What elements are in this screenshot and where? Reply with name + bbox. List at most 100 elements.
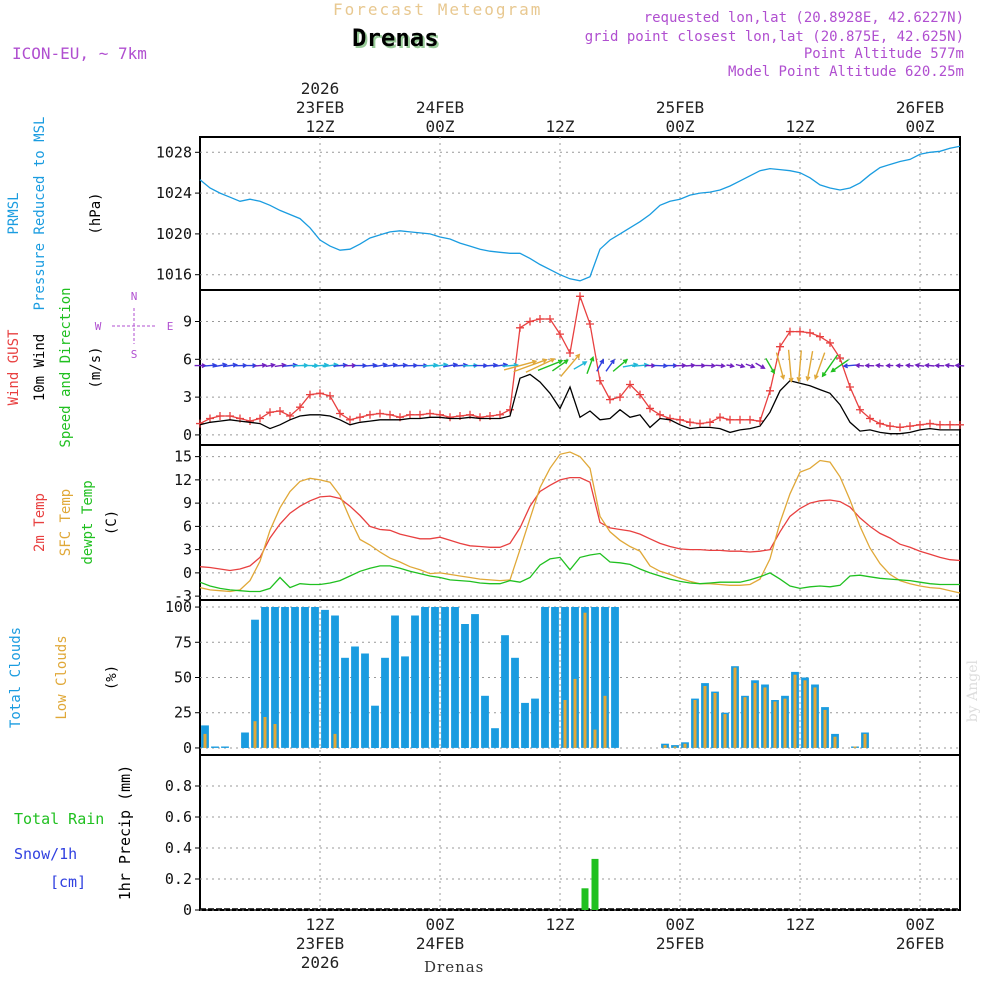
pressure-ylabel: (hPa)	[88, 192, 104, 234]
time-label-bottom: 24FEB	[416, 934, 464, 953]
wind-gust-marker	[736, 415, 744, 424]
wind-gust-marker	[716, 413, 724, 422]
time-label-top: 00Z	[666, 117, 695, 136]
wind-gust-marker	[626, 380, 634, 389]
low-cloud-bar	[703, 686, 707, 748]
wind-gust-marker	[206, 414, 214, 423]
wind-arrow	[944, 362, 955, 369]
wind-gust-marker	[846, 383, 854, 392]
total-cloud-bar	[611, 607, 619, 748]
total-cloud-bar	[601, 607, 609, 748]
total-cloud-bar	[411, 615, 419, 748]
total-cloud-bar	[451, 607, 459, 748]
compass-e-label: E	[167, 320, 174, 333]
pressure-ytick-label: 1020	[156, 225, 192, 243]
low-cloud-bar	[253, 721, 257, 748]
total-cloud-bar	[391, 615, 399, 748]
wind-arrow	[854, 363, 864, 369]
wind-arrow	[674, 362, 687, 369]
requested-coords: requested lon,lat (20.8928E, 42.6227N)	[643, 10, 964, 26]
pressure-ytick-label: 1028	[156, 143, 192, 161]
time-label-bottom: 12Z	[546, 915, 575, 934]
clouds-ylabel: Total Clouds	[8, 627, 24, 728]
wind-arrow	[842, 363, 857, 369]
low-cloud-bar	[673, 746, 677, 748]
wind-gust-marker	[376, 409, 384, 418]
wind-arrow	[265, 362, 276, 368]
wind-arrow	[715, 363, 726, 369]
low-cloud-bar	[203, 733, 207, 748]
wind-gust-marker	[406, 410, 414, 419]
total-cloud-bar	[541, 607, 549, 748]
total-cloud-bar	[251, 619, 259, 748]
total-cloud-bar	[381, 657, 389, 748]
wind-gust-marker	[266, 408, 274, 417]
wind-gust-marker	[886, 422, 894, 431]
time-label-bottom: 00Z	[426, 915, 455, 934]
low-cloud-bar	[793, 674, 797, 748]
point-altitude: Point Altitude 577m	[803, 46, 964, 62]
wind-gust-marker	[566, 349, 574, 358]
low-cloud-bar	[723, 714, 727, 748]
wind-ylabel: 10m Wind	[32, 334, 48, 401]
total-cloud-bar	[291, 607, 299, 748]
wind-gust-marker	[946, 420, 954, 429]
wind-arrow	[705, 363, 717, 369]
wind-gust-marker	[636, 390, 644, 399]
precip-legend-label: Snow/1h	[14, 845, 77, 863]
total-cloud-bar	[211, 746, 219, 748]
wind-gust-marker	[366, 410, 374, 419]
wind-gust-marker	[896, 423, 904, 432]
compass-s-label: S	[131, 348, 138, 361]
time-label-top: 00Z	[426, 117, 455, 136]
wind-gust-marker	[216, 412, 224, 421]
wind-gust-marker	[746, 415, 754, 424]
wind-gust-marker	[816, 332, 824, 341]
wind-series-line	[199, 373, 960, 435]
time-label-top: 26FEB	[896, 98, 944, 117]
pressure-ylabel: PRMSL	[6, 192, 22, 234]
total-cloud-bar	[591, 607, 599, 748]
wind-arrow	[586, 356, 595, 375]
clouds-ytick-label: 100	[165, 598, 192, 616]
total-cloud-bar	[351, 646, 359, 748]
wind-arrow	[755, 362, 766, 369]
temperature-ytick-label: 9	[183, 494, 192, 512]
low-cloud-bar	[333, 733, 337, 748]
credit-watermark: by Angel	[965, 660, 981, 723]
pressure-series-line	[199, 145, 961, 282]
low-cloud-bar	[263, 717, 267, 748]
wind-gust-marker	[616, 393, 624, 402]
total-cloud-bar	[531, 698, 539, 748]
wind-arrow	[864, 363, 875, 369]
total-cloud-bar	[481, 695, 489, 748]
low-cloud-bar	[833, 736, 837, 748]
pressure-panel-frame	[199, 136, 961, 291]
wind-arrow	[573, 361, 588, 370]
wind-arrow	[551, 359, 569, 372]
time-label-top: 12Z	[306, 117, 335, 136]
precip-legend-label: Total Rain	[14, 810, 104, 828]
wind-gust-marker	[426, 409, 434, 418]
wind-arrow	[513, 358, 548, 373]
meteogram-title: Forecast Meteogram	[333, 0, 543, 19]
wind-arrow	[244, 363, 258, 369]
low-cloud-bar	[663, 745, 667, 748]
wind-arrow	[333, 362, 349, 368]
temperature-panel-frame	[199, 444, 961, 601]
model-label: ICON-EU, ~ 7km	[12, 44, 147, 63]
wind-gust-marker	[906, 422, 914, 431]
wind-gust-marker	[826, 338, 834, 347]
wind-gust-marker	[326, 391, 334, 400]
wind-gust-marker	[256, 414, 264, 423]
total-cloud-bar	[431, 607, 439, 748]
wind-ylabel: Speed and Direction	[58, 287, 74, 447]
wind-gust-marker	[576, 292, 584, 301]
wind-arrow	[787, 349, 794, 383]
time-label-bottom: 2026	[301, 953, 340, 972]
rain-bar	[581, 888, 589, 910]
wind-arrow	[537, 359, 564, 372]
model-point-altitude: Model Point Altitude 620.25m	[727, 64, 964, 80]
pressure-ytick-label: 1024	[156, 184, 192, 202]
low-cloud-bar	[733, 667, 737, 748]
